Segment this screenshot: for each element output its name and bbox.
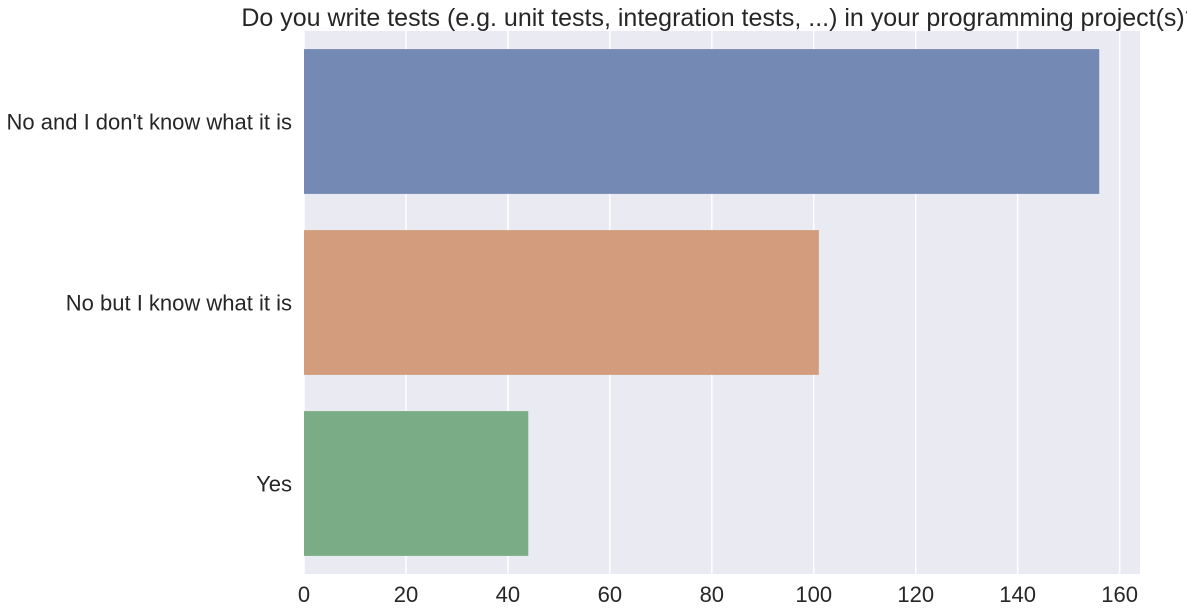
y-tick-label-0: No and I don't know what it is bbox=[7, 110, 292, 135]
x-tick-label-2: 40 bbox=[496, 582, 520, 607]
bar-0 bbox=[304, 49, 1100, 194]
x-tick-label-6: 120 bbox=[897, 582, 934, 607]
x-tick-label-8: 160 bbox=[1101, 582, 1138, 607]
chart-title: Do you write tests (e.g. unit tests, int… bbox=[241, 4, 1187, 32]
y-tick-label-1: No but I know what it is bbox=[66, 291, 292, 316]
x-tick-label-4: 80 bbox=[700, 582, 724, 607]
bar-2 bbox=[304, 411, 529, 556]
bars bbox=[304, 49, 1100, 556]
x-tick-label-3: 60 bbox=[598, 582, 622, 607]
x-tick-label-1: 20 bbox=[394, 582, 418, 607]
y-tick-label-2: Yes bbox=[256, 472, 292, 497]
x-tick-label-5: 100 bbox=[795, 582, 832, 607]
x-tick-labels: 0 20 40 60 80 100 120 140 160 bbox=[298, 582, 1138, 607]
y-tick-labels: No and I don't know what it is No but I k… bbox=[7, 110, 292, 497]
x-tick-label-7: 140 bbox=[999, 582, 1036, 607]
x-tick-label-0: 0 bbox=[298, 582, 310, 607]
bar-1 bbox=[304, 230, 819, 375]
